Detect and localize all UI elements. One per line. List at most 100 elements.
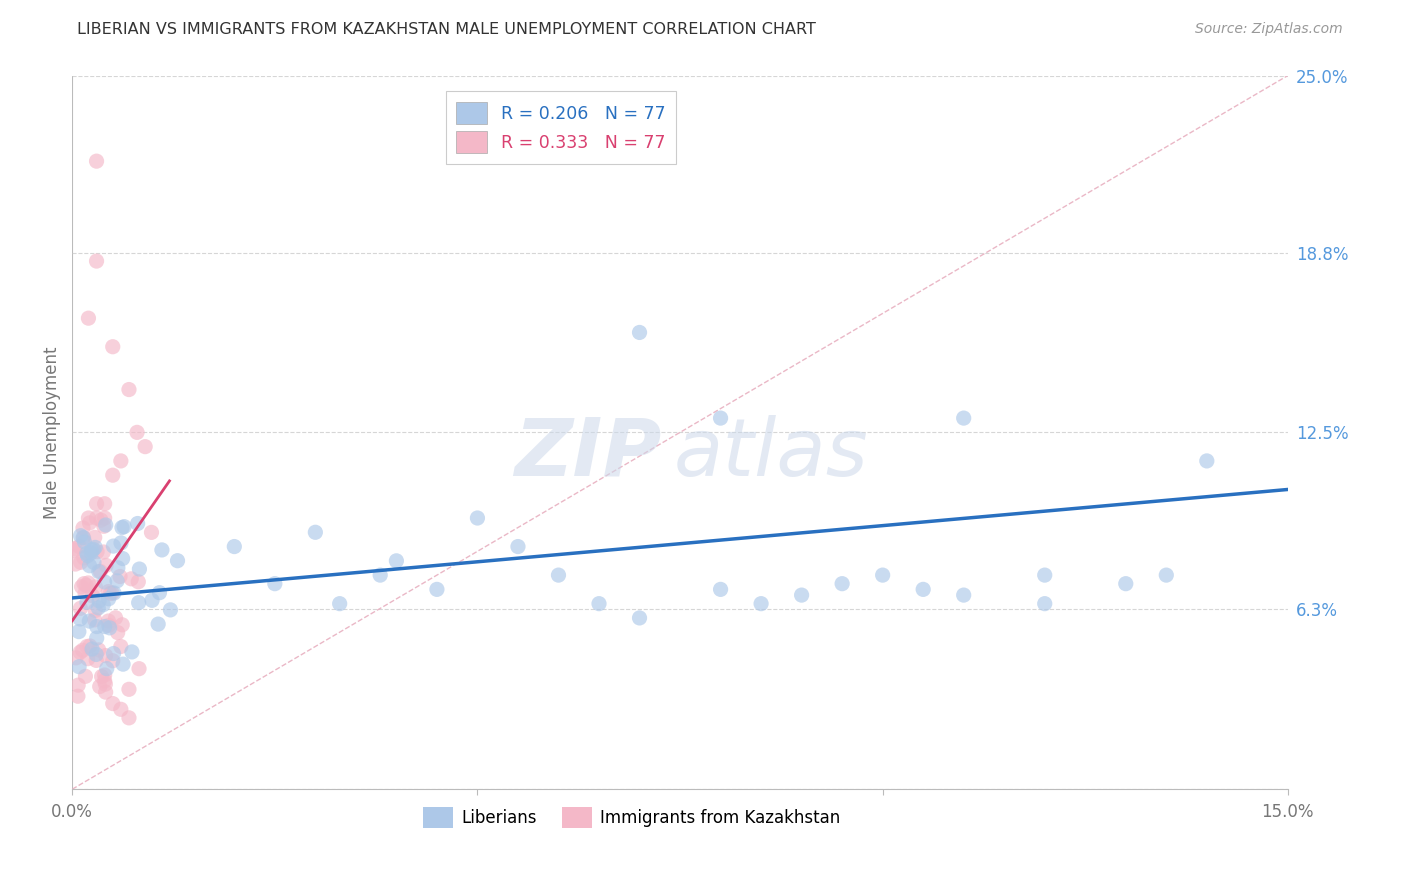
Point <box>101 586 124 600</box>
Point <box>94 518 117 533</box>
Point <box>86 497 108 511</box>
Point <box>93 519 115 533</box>
Point <box>76 651 98 665</box>
Point <box>86 154 108 169</box>
Point <box>709 411 731 425</box>
Point <box>77 576 100 591</box>
Point <box>76 595 98 609</box>
Point <box>69 645 91 659</box>
Point <box>749 597 772 611</box>
Point <box>159 603 181 617</box>
Point <box>224 540 246 554</box>
Point <box>93 574 115 589</box>
Point <box>90 513 112 527</box>
Point <box>94 677 117 691</box>
Point <box>166 554 188 568</box>
Point <box>105 574 128 588</box>
Point <box>148 585 170 599</box>
Point <box>63 541 86 556</box>
Point <box>97 614 120 628</box>
Point <box>547 568 569 582</box>
Point <box>75 669 97 683</box>
Point <box>67 540 90 554</box>
Point <box>91 598 114 612</box>
Point <box>70 580 93 594</box>
Point <box>110 536 132 550</box>
Point <box>83 556 105 570</box>
Point <box>103 647 125 661</box>
Point <box>110 454 132 468</box>
Point <box>86 619 108 633</box>
Point <box>84 653 107 667</box>
Point <box>790 588 813 602</box>
Point <box>79 614 101 628</box>
Text: Source: ZipAtlas.com: Source: ZipAtlas.com <box>1195 22 1343 37</box>
Point <box>84 603 107 617</box>
Point <box>73 576 96 591</box>
Point <box>69 555 91 569</box>
Point <box>1115 576 1137 591</box>
Point <box>66 690 89 704</box>
Point <box>467 511 489 525</box>
Point <box>120 572 142 586</box>
Point <box>82 589 104 603</box>
Point <box>86 631 108 645</box>
Point <box>86 544 108 558</box>
Point <box>1033 568 1056 582</box>
Point <box>107 625 129 640</box>
Point <box>65 557 87 571</box>
Point <box>111 520 134 534</box>
Point <box>87 600 110 615</box>
Point <box>104 611 127 625</box>
Point <box>84 541 107 555</box>
Point <box>89 565 111 579</box>
Point <box>90 669 112 683</box>
Point <box>1156 568 1178 582</box>
Point <box>128 562 150 576</box>
Point <box>87 594 110 608</box>
Point <box>128 596 150 610</box>
Point <box>86 254 108 268</box>
Point <box>110 640 132 654</box>
Text: LIBERIAN VS IMMIGRANTS FROM KAZAKHSTAN MALE UNEMPLOYMENT CORRELATION CHART: LIBERIAN VS IMMIGRANTS FROM KAZAKHSTAN M… <box>77 22 817 37</box>
Point <box>146 617 169 632</box>
Point <box>96 662 118 676</box>
Legend: Liberians, Immigrants from Kazakhstan: Liberians, Immigrants from Kazakhstan <box>416 801 846 834</box>
Point <box>150 543 173 558</box>
Point <box>952 411 974 425</box>
Point <box>76 640 98 654</box>
Point <box>134 440 156 454</box>
Point <box>65 651 87 665</box>
Point <box>93 511 115 525</box>
Point <box>103 539 125 553</box>
Point <box>73 550 96 565</box>
Point <box>952 588 974 602</box>
Point <box>709 582 731 597</box>
Point <box>89 680 111 694</box>
Point <box>128 662 150 676</box>
Point <box>101 697 124 711</box>
Point <box>912 582 935 597</box>
Point <box>93 619 115 633</box>
Point <box>97 584 120 599</box>
Point <box>94 685 117 699</box>
Point <box>101 340 124 354</box>
Point <box>1033 597 1056 611</box>
Point <box>118 383 141 397</box>
Point <box>72 643 94 657</box>
Point <box>73 534 96 549</box>
Point <box>72 521 94 535</box>
Point <box>304 525 326 540</box>
Point <box>86 511 108 525</box>
Point <box>69 601 91 615</box>
Point <box>506 540 529 554</box>
Point <box>69 529 91 543</box>
Point <box>111 617 134 632</box>
Point <box>79 558 101 573</box>
Point <box>127 574 149 589</box>
Point <box>110 702 132 716</box>
Point <box>79 639 101 653</box>
Text: ZIP: ZIP <box>515 415 662 492</box>
Point <box>141 525 163 540</box>
Point <box>98 621 121 635</box>
